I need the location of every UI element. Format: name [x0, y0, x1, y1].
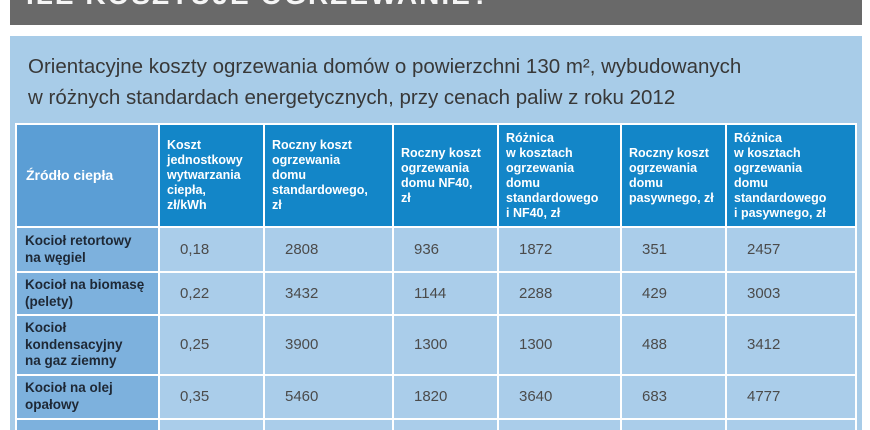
value-cell: 2808: [263, 226, 394, 273]
header-cell-heat-source: Źródło ciepła: [15, 123, 160, 228]
heating-costs-table: Źródło ciepła Koszt jednostkowy wytwarza…: [15, 123, 857, 430]
value-cell: 4777: [725, 373, 857, 420]
value-cell: 351: [620, 226, 727, 273]
row-label: Kocioł kondensacyjny na gaz ziemny: [15, 314, 160, 376]
header-bar: ILE KOSZTUJE OGRZEWANIE?: [10, 0, 862, 25]
header-cell-diff-passive: Różnica w kosztach ogrzewania domu stand…: [725, 123, 857, 228]
value-cell: 780: [620, 417, 727, 430]
table-row: Kocioł na biomasę (pelety) 0,22 3432 114…: [15, 271, 857, 316]
value-cell: 4160: [497, 417, 622, 430]
row-label: Kocioł na olej opałowy: [15, 373, 160, 420]
value-cell: 1300: [497, 314, 622, 376]
value-cell: 3003: [725, 271, 857, 316]
row-label: Kocioł na biomasę (pelety): [15, 271, 160, 316]
value-cell: 3432: [263, 271, 394, 316]
value-cell: 683: [620, 373, 727, 420]
value-cell: 0,25: [158, 314, 265, 376]
value-cell: 0,22: [158, 271, 265, 316]
value-cell: 3412: [725, 314, 857, 376]
value-cell: 1300: [392, 314, 499, 376]
value-cell: 0,18: [158, 226, 265, 273]
info-panel: Orientacyjne koszty ogrzewania domów o p…: [10, 36, 862, 430]
table-row: Kocioł na olej opałowy 0,35 5460 1820 36…: [15, 373, 857, 420]
table-row: Kocioł retortowy na węgiel 0,18 2808 936…: [15, 226, 857, 273]
value-cell: 2288: [497, 271, 622, 316]
value-cell: 2457: [725, 226, 857, 273]
table-row: Kocioł na gaz 0,40 6240 2080 4160 780 54…: [15, 417, 857, 430]
page-title: ILE KOSZTUJE OGRZEWANIE?: [26, 0, 491, 11]
row-label: Kocioł retortowy na węgiel: [15, 226, 160, 273]
header-cell-passive-cost: Roczny koszt ogrzewania domu pasywnego, …: [620, 123, 727, 228]
value-cell: 429: [620, 271, 727, 316]
row-label: Kocioł na gaz: [15, 417, 160, 430]
value-cell: 1872: [497, 226, 622, 273]
value-cell: 488: [620, 314, 727, 376]
value-cell: 5460: [725, 417, 857, 430]
value-cell: 3900: [263, 314, 394, 376]
value-cell: 0,40: [158, 417, 265, 430]
value-cell: 1144: [392, 271, 499, 316]
value-cell: 0,35: [158, 373, 265, 420]
value-cell: 2080: [392, 417, 499, 430]
value-cell: 6240: [263, 417, 394, 430]
value-cell: 936: [392, 226, 499, 273]
value-cell: 5460: [263, 373, 394, 420]
table-row: Kocioł kondensacyjny na gaz ziemny 0,25 …: [15, 314, 857, 376]
header-cell-unit-cost: Koszt jednostkowy wytwarzania ciepła, zł…: [158, 123, 265, 228]
header-cell-nf40-cost: Roczny koszt ogrzewania domu NF40, zł: [392, 123, 499, 228]
header-cell-diff-nf40: Różnica w kosztach ogrzewania domu stand…: [497, 123, 622, 228]
header-cell-standard-cost: Roczny koszt ogrzewania domu standardowe…: [263, 123, 394, 228]
value-cell: 1820: [392, 373, 499, 420]
intro-text: Orientacyjne koszty ogrzewania domów o p…: [28, 55, 742, 109]
table-header-row: Źródło ciepła Koszt jednostkowy wytwarza…: [15, 123, 857, 228]
value-cell: 3640: [497, 373, 622, 420]
